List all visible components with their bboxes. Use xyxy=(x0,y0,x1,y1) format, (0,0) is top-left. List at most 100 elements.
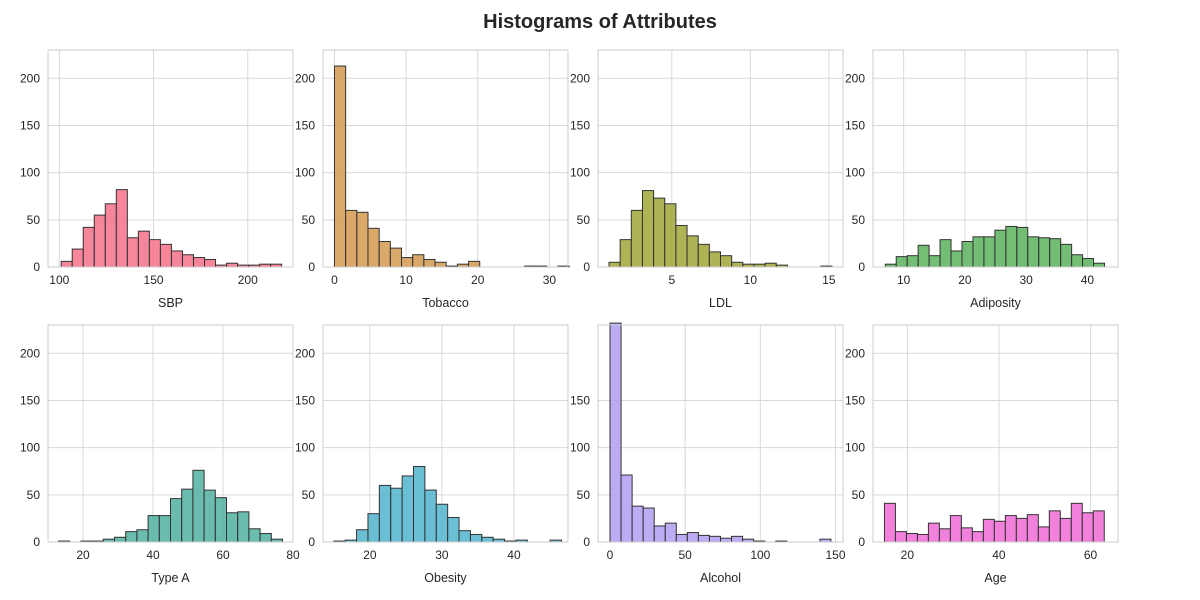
plot-frame xyxy=(597,324,844,543)
histogram-bar xyxy=(1048,510,1061,543)
y-tick-label: 200 xyxy=(845,71,865,85)
y-tick-label: 100 xyxy=(20,441,40,455)
histogram-bar xyxy=(708,535,721,543)
panel-age: 0 50 100 150 200 20 40 60 Age xyxy=(845,324,1119,585)
y-tick-label: 0 xyxy=(308,260,315,274)
histogram-bar xyxy=(412,254,425,268)
figure-title: Histograms of Attributes xyxy=(483,11,717,33)
x-tick-label: 30 xyxy=(1019,273,1033,287)
histogram-bar xyxy=(961,241,974,268)
plot-frame xyxy=(47,324,294,543)
histogram-bar xyxy=(764,262,777,268)
histogram-bar xyxy=(642,507,655,543)
x-tick-label: 20 xyxy=(471,273,485,287)
histogram-bar xyxy=(916,533,929,543)
histogram-bar xyxy=(356,211,369,268)
histogram-bar xyxy=(960,527,973,543)
y-tick-label: 100 xyxy=(845,166,865,180)
histogram-bar xyxy=(1049,238,1062,268)
histogram-bar xyxy=(894,531,907,543)
histogram-bar xyxy=(708,251,722,268)
histogram-bar xyxy=(906,255,919,268)
histogram-bar xyxy=(115,189,128,268)
histogram-bar xyxy=(378,241,391,268)
x-tick-label: 150 xyxy=(825,548,845,562)
plot-frame xyxy=(322,49,569,268)
histogram-bar xyxy=(237,511,250,543)
y-tick-label: 150 xyxy=(570,393,590,407)
histogram-bar xyxy=(226,262,239,268)
histogram-bar xyxy=(697,243,710,268)
x-tick-label: 20 xyxy=(363,548,377,562)
histogram-bar xyxy=(356,529,369,543)
histogram-bar xyxy=(883,502,896,543)
histogram-bar xyxy=(720,255,733,268)
histogram-bar xyxy=(147,515,160,543)
x-tick-label: 20 xyxy=(958,273,972,287)
y-tick-label: 100 xyxy=(295,441,315,455)
histogram-bar xyxy=(203,489,216,543)
histogram-bar xyxy=(159,243,172,268)
x-tick-label: 40 xyxy=(507,548,521,562)
histogram-bar xyxy=(424,489,437,543)
histogram-bar xyxy=(125,531,138,543)
histogram-bar xyxy=(82,226,95,268)
histogram-bar xyxy=(917,244,930,268)
y-tick-label: 100 xyxy=(845,441,865,455)
histogram-bar xyxy=(1005,225,1018,268)
x-axis-label: Alcohol xyxy=(700,571,741,585)
histogram-bar xyxy=(367,227,380,268)
histogram-bar xyxy=(731,535,744,543)
histogram-bar xyxy=(686,235,699,268)
y-tick-label: 150 xyxy=(295,118,315,132)
histogram-bar xyxy=(192,257,206,268)
histogram-bar xyxy=(136,529,149,543)
x-axis-label: LDL xyxy=(709,296,732,310)
x-axis-label: Tobacco xyxy=(422,296,469,310)
panel-sbp: 0 50 100 150 200 100 150 200 SBP xyxy=(20,49,294,310)
histogram-bar xyxy=(982,518,995,543)
histogram-bar xyxy=(675,533,688,543)
panel-alcohol: 0 50 100 150 0 50 100 150 Alcohol xyxy=(570,322,846,585)
y-tick-label: 0 xyxy=(583,535,590,549)
histogram-bar xyxy=(609,322,622,543)
x-tick-label: 100 xyxy=(750,548,770,562)
histogram-bar xyxy=(447,516,460,543)
histogram-bar xyxy=(413,466,426,543)
histogram-bar xyxy=(994,229,1007,268)
x-axis-label: Obesity xyxy=(424,571,467,585)
histogram-bar xyxy=(686,532,699,543)
histogram-bar xyxy=(389,247,403,268)
histogram-bar xyxy=(950,250,963,268)
panel-tobacco: 0 50 100 150 200 0 10 20 30 Tobacco xyxy=(295,49,570,310)
histogram-bar xyxy=(653,197,666,268)
histogram-bar xyxy=(1060,243,1073,268)
histogram-bar xyxy=(1016,226,1029,268)
histogram-bar xyxy=(137,230,150,268)
y-tick-label: 50 xyxy=(27,488,41,502)
x-tick-label: 30 xyxy=(435,548,449,562)
x-tick-label: 0 xyxy=(607,548,614,562)
y-tick-label: 150 xyxy=(570,118,590,132)
histogram-bar xyxy=(631,505,644,543)
y-tick-label: 150 xyxy=(845,393,865,407)
x-tick-label: 60 xyxy=(1084,548,1098,562)
y-tick-label: 200 xyxy=(20,71,40,85)
histogram-bar xyxy=(993,520,1006,543)
panel-type-a: 0 50 100 150 200 20 40 60 80 Type A xyxy=(20,324,300,585)
x-tick-label: 30 xyxy=(543,273,557,287)
histogram-bar xyxy=(1027,236,1040,268)
histogram-bar xyxy=(60,260,73,268)
histogram-bar xyxy=(114,536,127,543)
histogram-bar xyxy=(664,522,677,543)
y-tick-label: 200 xyxy=(20,346,40,360)
histogram-bar xyxy=(972,236,985,268)
histogram-bar xyxy=(401,475,415,543)
histogram-bar xyxy=(71,248,84,268)
y-tick-label: 150 xyxy=(845,118,865,132)
histogram-bar xyxy=(481,536,494,543)
x-tick-label: 200 xyxy=(238,273,258,287)
histogram-bar xyxy=(401,257,414,268)
y-tick-label: 0 xyxy=(858,535,865,549)
